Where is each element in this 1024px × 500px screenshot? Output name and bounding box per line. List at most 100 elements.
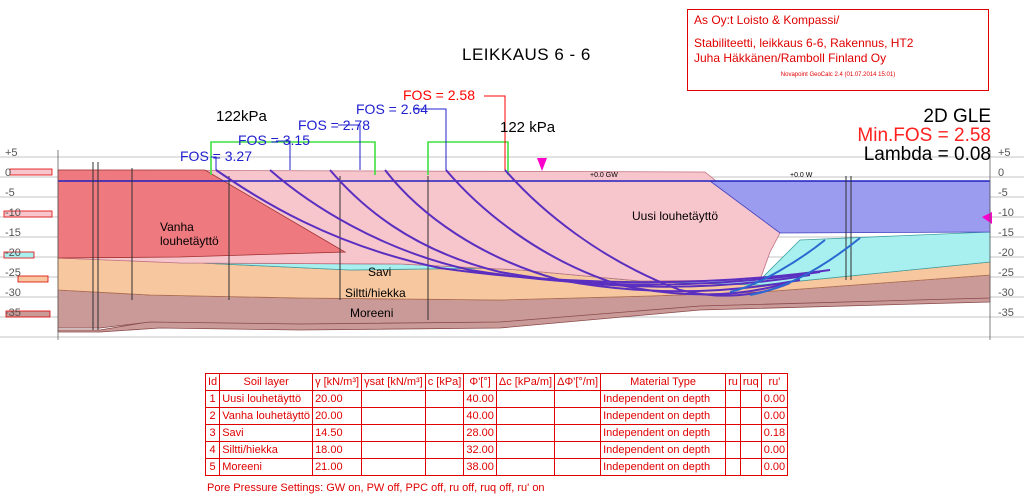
title-block: As Oy:t Loisto & Kompassi/ Stabiliteetti… <box>687 9 989 91</box>
fos-label: FOS = 3.15 <box>238 132 310 148</box>
table-cell <box>495 407 556 425</box>
layer-label-line: louhetäyttö <box>160 234 219 248</box>
layer-label-siltti: Siltti/hiekka <box>345 286 406 300</box>
tick-label: 0 <box>5 167 12 179</box>
table-header-cell: Soil layer <box>219 373 314 391</box>
table-header-cell: Δc [kPa/m] <box>495 373 556 391</box>
table-cell: 28.00 <box>463 424 497 442</box>
table-cell: Siltti/hiekka <box>219 441 314 459</box>
table-cell <box>361 458 426 476</box>
table-cell <box>725 390 741 408</box>
table-cell: Independent on depth <box>600 390 727 408</box>
fos-label: FOS = 2.64 <box>356 101 428 117</box>
tick-label-right: +5 <box>998 147 1011 159</box>
tick-label-right: -30 <box>998 287 1014 299</box>
table-header-cell: ru' <box>760 373 789 391</box>
table-cell <box>739 424 762 442</box>
table-cell: 0.00 <box>760 458 789 476</box>
slip-surfaces <box>215 169 861 297</box>
table-cell: 20.00 <box>312 390 363 408</box>
table-cell: Independent on depth <box>600 424 727 442</box>
table-cell: 2 <box>204 407 221 425</box>
title-line <box>694 28 982 36</box>
table-cell: 0.00 <box>760 407 789 425</box>
software-version: Novapoint GeoCalc 2.4 (01.07.2014 15:01) <box>780 72 896 78</box>
loads <box>210 141 509 175</box>
table-header-cell: Material Type <box>600 373 727 391</box>
layer-label-vanha: Vanha louhetäyttö <box>160 220 219 248</box>
table-cell: Savi <box>219 424 314 442</box>
title-line: As Oy:t Loisto & Kompassi/ <box>694 13 840 27</box>
table-row: 5 Moreeni 21.00 38.00 Independent on depth 0.… <box>204 458 789 476</box>
fos-label-min: FOS = 2.58 <box>403 87 475 103</box>
table-cell <box>424 407 465 425</box>
table-cell <box>424 424 465 442</box>
table-cell <box>424 458 465 476</box>
table-cell: 40.00 <box>463 390 497 408</box>
table-cell: 18.00 <box>312 441 363 459</box>
table-cell <box>725 407 741 425</box>
table-cell: 4 <box>204 441 221 459</box>
table-cell <box>554 458 602 476</box>
fos-leaders <box>211 95 506 170</box>
table-header-cell: Φ'[°] <box>463 373 497 391</box>
table-cell: 14.50 <box>312 424 363 442</box>
table-cell <box>361 441 426 459</box>
table-cell: 1 <box>204 390 221 408</box>
table-cell: 32.00 <box>463 441 497 459</box>
table-cell <box>361 424 426 442</box>
min-fos: Min.FOS = 2.58 <box>857 125 991 146</box>
tick-label-right: -10 <box>998 207 1014 219</box>
table-cell <box>739 458 762 476</box>
section-title: LEIKKAUS 6 - 6 <box>462 45 591 64</box>
table-row: 2 Vanha louhetäyttö 20.00 40.00 Independent … <box>204 407 789 425</box>
table-cell: 0.18 <box>760 424 789 442</box>
table-cell <box>739 441 762 459</box>
title-line: Stabiliteetti, leikkaus 6-6, Rakennus, H… <box>694 36 914 50</box>
table-cell <box>554 407 602 425</box>
table-header-cell: ΔΦ'[°/m] <box>554 373 602 391</box>
table-cell <box>725 441 741 459</box>
tick-label: -30 <box>5 287 21 299</box>
table-cell <box>495 441 556 459</box>
water-marker-right <box>982 212 992 224</box>
tick-label-right: -25 <box>998 267 1014 279</box>
load-label: 122kPa <box>216 108 267 125</box>
tick-label-right: -5 <box>998 187 1008 199</box>
table-header-cell: c [kPa] <box>424 373 465 391</box>
table-cell: 0.00 <box>760 390 789 408</box>
table-header-cell: Id <box>204 373 221 391</box>
table-row: 1 Uusi louhetäyttö 20.00 40.00 Independent o… <box>204 390 789 408</box>
table-cell: 38.00 <box>463 458 497 476</box>
table-cell <box>424 441 465 459</box>
table-cell <box>739 390 762 408</box>
table-cell <box>739 407 762 425</box>
table-cell <box>554 424 602 442</box>
table-cell <box>495 390 556 408</box>
table-cell: 3 <box>204 424 221 442</box>
table-cell <box>554 441 602 459</box>
table-cell: Independent on depth <box>600 458 727 476</box>
tick-label: -15 <box>5 227 21 239</box>
tick-label: -5 <box>5 187 15 199</box>
tick-label-right: 0 <box>998 167 1005 179</box>
tick-label-right: -20 <box>998 247 1014 259</box>
table-cell: Uusi louhetäyttö <box>219 390 314 408</box>
table-cell: 0.00 <box>760 441 789 459</box>
table-header-cell: γ [kN/m³] <box>312 373 363 391</box>
table-cell <box>495 458 556 476</box>
table-cell: Vanha louhetäyttö <box>219 407 314 425</box>
analysis-summary: 2D GLE Min.FOS = 2.58 Lambda = 0.08 <box>857 107 991 164</box>
table-cell: 5 <box>204 458 221 476</box>
load-label: 122 kPa <box>500 119 556 136</box>
table-header-row: Id Soil layer γ [kN/m³] γsat [kN/m³] c [kPa]… <box>204 373 789 391</box>
table-cell <box>361 390 426 408</box>
tick-label: -20 <box>5 247 21 259</box>
tick-label-right: -15 <box>998 227 1014 239</box>
fos-label: FOS = 3.27 <box>180 148 252 164</box>
fos-label: FOS = 2.78 <box>298 117 370 133</box>
tick-label: +5 <box>5 147 18 159</box>
table-header-cell: γsat [kN/m³] <box>361 373 426 391</box>
layer-label-uusi: Uusi louhetäyttö <box>632 209 719 223</box>
pore-pressure-settings: Pore Pressure Settings: GW on, PW off, P… <box>207 482 545 494</box>
